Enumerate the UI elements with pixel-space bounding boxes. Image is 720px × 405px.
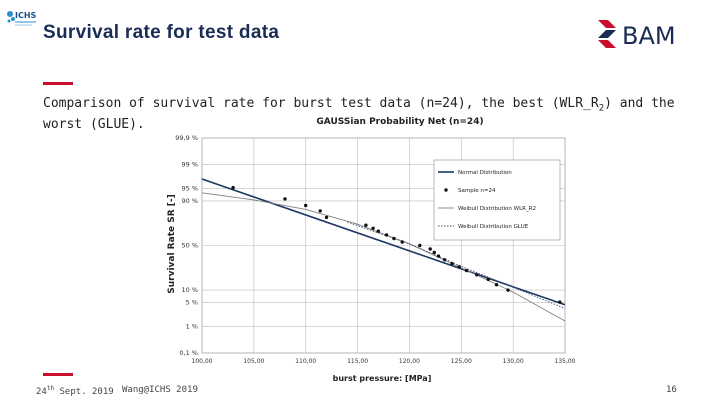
sample-point bbox=[324, 215, 329, 220]
probability-chart: GAUSSian Probability Net (n=24) burst pr… bbox=[150, 112, 590, 384]
x-tick-label: 115,00 bbox=[347, 358, 368, 365]
sample-point bbox=[304, 203, 308, 208]
legend-label: Weibull Distribution GLUE bbox=[458, 224, 529, 230]
legend-label: Normal Distribution bbox=[458, 170, 512, 176]
sample-point bbox=[486, 277, 490, 282]
footer-date-sup: th bbox=[46, 385, 55, 392]
sample-point bbox=[443, 258, 447, 262]
y-tick-label: 99 % bbox=[181, 161, 198, 169]
subtitle-subscript: 2 bbox=[598, 103, 605, 114]
sample-point bbox=[432, 250, 436, 255]
sample-point bbox=[364, 223, 368, 227]
footer-author: Wang@ICHS 2019 bbox=[122, 385, 198, 395]
series bbox=[201, 178, 566, 322]
x-tick-label: 125,00 bbox=[451, 358, 472, 365]
sample-points bbox=[231, 185, 562, 304]
sample-point bbox=[231, 185, 235, 190]
footer-date-day: 24 bbox=[36, 387, 47, 397]
ichs-logo-text: ICHS bbox=[15, 11, 37, 20]
ichs-logo: ICHS bbox=[4, 6, 38, 32]
y-tick-label: 5 % bbox=[186, 299, 198, 307]
y-tick-label: 10 % bbox=[181, 286, 198, 294]
title-divider bbox=[43, 82, 73, 85]
sample-point bbox=[392, 236, 396, 241]
slide-title: Survival rate for test data bbox=[43, 22, 280, 43]
x-axis-label: burst pressure: [MPa] bbox=[333, 374, 432, 383]
subtitle-end: ) and the worst (GLUE). bbox=[43, 96, 675, 132]
sample-point bbox=[384, 233, 389, 237]
series-line-solid-gray bbox=[201, 192, 566, 322]
x-tick-label: 100,00 bbox=[192, 358, 213, 365]
sample-point bbox=[506, 288, 510, 292]
page-number: 16 bbox=[666, 385, 677, 395]
legend: Normal Distribution Sample n=24 Weibull Di… bbox=[433, 159, 561, 241]
y-tick-label: 90 % bbox=[181, 197, 198, 205]
chart-title: GAUSSian Probability Net (n=24) bbox=[316, 117, 483, 127]
y-tick-label: 95 % bbox=[181, 184, 198, 192]
bam-logo-text: BAM bbox=[622, 22, 676, 50]
sample-point bbox=[318, 209, 322, 213]
footer-date-rest: Sept. 2019 bbox=[54, 387, 114, 397]
bam-logo: BAM bbox=[594, 18, 684, 50]
x-tick-label: 130,00 bbox=[503, 358, 524, 365]
sample-point bbox=[371, 226, 375, 230]
sample-point bbox=[376, 229, 380, 233]
x-tick-label: 110,00 bbox=[295, 358, 316, 365]
y-tick-label: 1 % bbox=[186, 322, 198, 330]
sample-point bbox=[400, 240, 404, 244]
legend-label: Sample n=24 bbox=[458, 188, 496, 194]
sample-point bbox=[283, 197, 287, 201]
sample-point bbox=[428, 247, 432, 251]
sample-point bbox=[450, 262, 454, 266]
subtitle-main: Comparison of survival rate for burst te… bbox=[43, 96, 599, 111]
legend-box bbox=[433, 159, 561, 241]
x-tick-label: 105,00 bbox=[243, 358, 264, 365]
legend-marker bbox=[444, 188, 448, 192]
sample-point bbox=[475, 273, 479, 277]
x-tick-label: 135,00 bbox=[555, 358, 576, 365]
tick-labels: 100,00 105,00 110,00 115,00 120,00 125,00 130,… bbox=[175, 134, 575, 365]
sample-point bbox=[457, 265, 461, 269]
y-axis-label: Survival Rate SR [-] bbox=[167, 194, 177, 294]
y-tick-label: 99,9 % bbox=[175, 134, 198, 142]
sample-point bbox=[436, 254, 441, 258]
legend-label: Weibull Distribution WLR_R2 bbox=[458, 206, 536, 212]
footer-divider bbox=[43, 373, 73, 376]
x-tick-label: 120,00 bbox=[399, 358, 420, 365]
sample-point bbox=[464, 268, 469, 273]
sample-point bbox=[494, 283, 499, 287]
subtitle: Comparison of survival rate for burst te… bbox=[43, 96, 693, 132]
footer-date: 24th Sept. 2019 bbox=[36, 385, 114, 397]
sample-point bbox=[558, 300, 562, 304]
y-tick-label: 50 % bbox=[181, 242, 198, 250]
sample-point bbox=[418, 243, 422, 248]
y-tick-label: 0,1 % bbox=[179, 349, 198, 357]
